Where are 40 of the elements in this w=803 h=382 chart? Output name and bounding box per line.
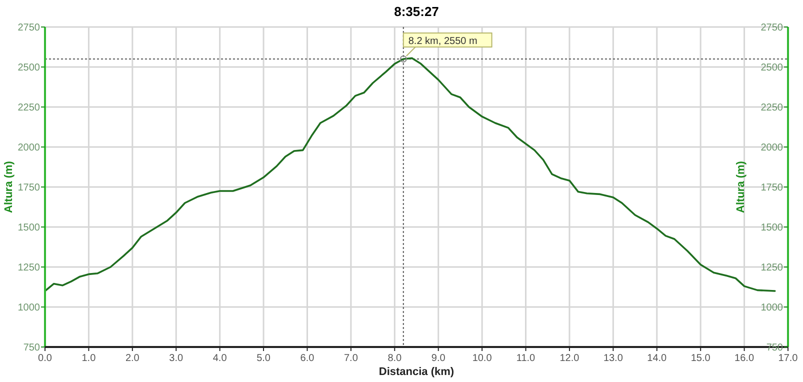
x-axis-title: Distancia (km): [378, 366, 454, 378]
x-tick-label: 15.0: [690, 353, 711, 364]
y-tick-label: 1750: [18, 182, 40, 194]
y-tick-label: 2750: [18, 22, 40, 34]
annotation: 8.2 km, 2550 m: [408, 36, 478, 47]
y2-tick-label: 2500: [760, 62, 784, 74]
y2-axis-title: Altura (m): [735, 160, 747, 213]
x-tick-label: 2.0: [125, 353, 140, 364]
x-tick-label: 12.0: [560, 353, 580, 364]
x-tick-label: 6.0: [300, 353, 315, 364]
x-tick-label: 17.0: [778, 353, 798, 364]
y-tick-label: 1500: [18, 222, 40, 234]
chart-title: 8:35:27: [394, 4, 439, 19]
y2-tick-label: 1500: [760, 222, 784, 234]
x-tick-label: 16.0: [734, 353, 754, 364]
y2-tick-label: 2750: [760, 22, 784, 34]
x-tick-label: 14.0: [647, 353, 668, 364]
x-tick-label: 3.0: [169, 353, 184, 364]
x-tick-label: 9.0: [431, 353, 446, 364]
y-tick-label: 2500: [18, 62, 40, 74]
y-tick-label: 2250: [18, 102, 40, 114]
y2-tick-label: 1250: [760, 262, 784, 274]
y2-tick-label: 2250: [760, 102, 784, 114]
x-tick-label: 11.0: [516, 353, 536, 364]
x-tick-label: 4.0: [212, 353, 228, 364]
x-tick-label: 13.0: [603, 353, 624, 364]
x-tick-label: 8.0: [388, 353, 402, 364]
y2-tick-label: 1000: [760, 302, 784, 314]
y2-tick-label: 1750: [760, 182, 784, 194]
y-tick-label: 1250: [18, 262, 40, 274]
y-axis-title: Altura (m): [3, 160, 15, 213]
y-tick-label: 1000: [18, 302, 40, 314]
y2-tick-label: 2000: [760, 142, 784, 154]
x-tick-label: 10.0: [472, 353, 492, 364]
y-tick-label: 2000: [18, 142, 40, 154]
x-tick-label: 1.0: [82, 353, 96, 364]
y-tick-label: 750: [23, 342, 40, 354]
x-tick-label: 5.0: [256, 353, 271, 364]
x-tick-label: 0.0: [38, 353, 52, 364]
x-tick-label: 7.0: [344, 353, 358, 364]
